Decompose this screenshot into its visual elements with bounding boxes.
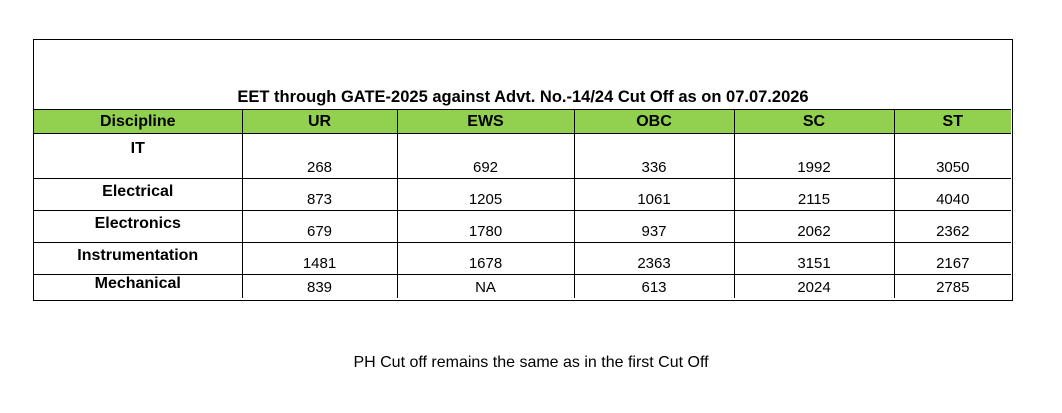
st-cell: 4040	[893, 178, 1011, 211]
discipline-cell: Electrical	[34, 178, 243, 211]
ur-cell: 268	[241, 133, 398, 179]
discipline-cell: Electronics	[34, 210, 243, 243]
table-row: IT 268 692 336 1992 3050	[34, 133, 1011, 179]
obc-cell: 336	[573, 133, 735, 179]
header-discipline: Discipline	[34, 109, 243, 134]
ews-cell: 1678	[396, 242, 575, 275]
table-title: EET through GATE-2025 against Advt. No.-…	[237, 88, 809, 106]
cutoff-table: Discipline UR EWS OBC SC ST IT 268 692 3…	[34, 109, 1011, 298]
table-row: Electronics 679 1780 937 2062 2362	[34, 210, 1011, 243]
ur-cell: 1481	[241, 242, 398, 275]
ews-cell: 1205	[396, 178, 575, 211]
discipline-cell: Instrumentation	[34, 242, 243, 275]
obc-cell: 1061	[573, 178, 735, 211]
sc-cell: 3151	[733, 242, 895, 275]
ur-cell: 839	[241, 274, 398, 298]
header-ews: EWS	[396, 109, 575, 134]
ph-cutoff-note: PH Cut off remains the same as in the fi…	[353, 354, 709, 371]
ews-cell: 1780	[396, 210, 575, 243]
obc-cell: 613	[573, 274, 735, 298]
st-cell: 2167	[893, 242, 1011, 275]
discipline-cell: Mechanical	[34, 274, 243, 298]
header-obc: OBC	[573, 109, 735, 134]
header-row: Discipline UR EWS OBC SC ST	[34, 109, 1011, 134]
obc-cell: 937	[573, 210, 735, 243]
sc-cell: 2115	[733, 178, 895, 211]
obc-cell: 2363	[573, 242, 735, 275]
table-row: Electrical 873 1205 1061 2115 4040	[34, 178, 1011, 211]
cutoff-table-frame: EET through GATE-2025 against Advt. No.-…	[33, 39, 1013, 301]
header-sc: SC	[733, 109, 895, 134]
sc-cell: 2062	[733, 210, 895, 243]
header-ur: UR	[241, 109, 398, 134]
sc-cell: 1992	[733, 133, 895, 179]
st-cell: 2785	[893, 274, 1011, 298]
ur-cell: 679	[241, 210, 398, 243]
sc-cell: 2024	[733, 274, 895, 298]
table-row: Instrumentation 1481 1678 2363 3151 2167	[34, 242, 1011, 275]
st-cell: 3050	[893, 133, 1011, 179]
st-cell: 2362	[893, 210, 1011, 243]
ews-cell: 692	[396, 133, 575, 179]
ews-cell: NA	[396, 274, 575, 298]
discipline-cell: IT	[34, 133, 243, 179]
table-row: Mechanical 839 NA 613 2024 2785	[34, 274, 1011, 298]
header-st: ST	[893, 109, 1011, 134]
ur-cell: 873	[241, 178, 398, 211]
